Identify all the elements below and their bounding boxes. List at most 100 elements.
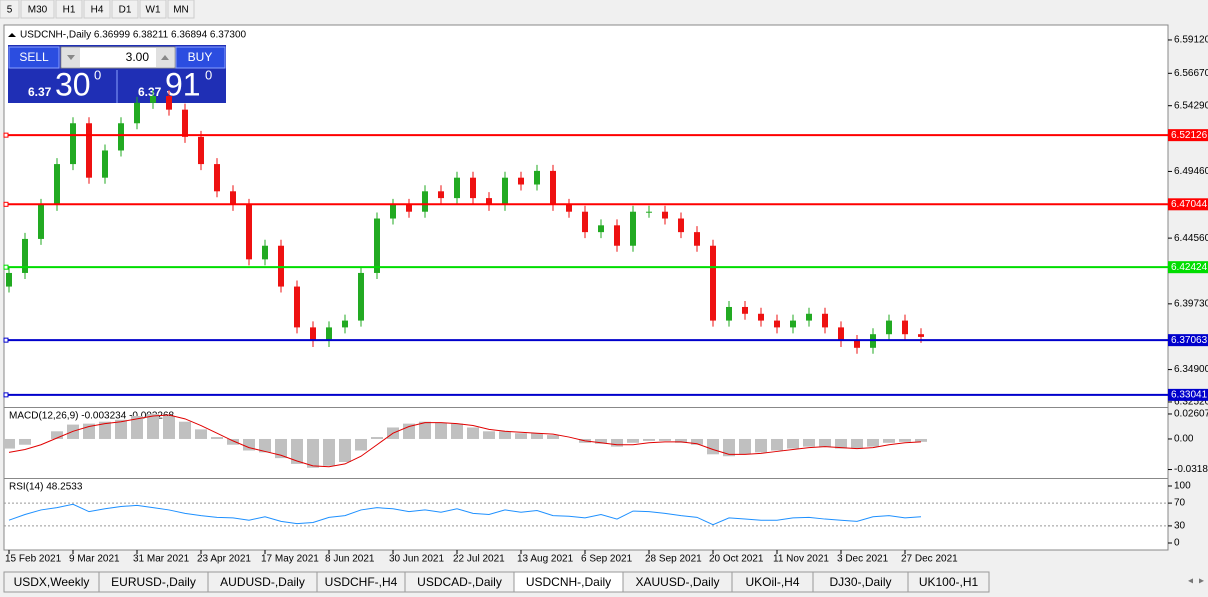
sell-label: SELL bbox=[19, 50, 49, 64]
level-label: 6.37063 bbox=[1171, 335, 1208, 346]
scroll-left[interactable]: ◂ bbox=[1188, 576, 1193, 587]
tab[interactable]: DJ30-,Daily bbox=[812, 571, 909, 593]
macd-bar bbox=[787, 438, 799, 449]
y-tick-label: 0.02607 bbox=[1174, 409, 1208, 420]
x-tick-label: 6 Sep 2021 bbox=[581, 554, 633, 565]
timeframe-label: W1 bbox=[146, 5, 161, 16]
candle-body bbox=[742, 306, 748, 314]
candle-body bbox=[38, 204, 44, 239]
macd-bar bbox=[611, 438, 623, 447]
level-handle bbox=[3, 264, 9, 270]
candle-body bbox=[310, 327, 316, 341]
timeframe-button[interactable] bbox=[20, 0, 55, 19]
buy-button[interactable] bbox=[175, 46, 226, 69]
y-tick-label: 6.59120 bbox=[1174, 35, 1208, 46]
level-tag bbox=[1168, 334, 1208, 347]
tab[interactable]: AUDUSD-,Daily bbox=[207, 571, 318, 593]
tab[interactable]: USDCHF-,H4 bbox=[316, 571, 406, 593]
y-tick-label: 6.39730 bbox=[1174, 298, 1208, 309]
candle-body bbox=[278, 245, 284, 287]
tab-label: USDCNH-,Daily bbox=[526, 575, 611, 589]
macd-bar bbox=[451, 423, 463, 439]
x-tick-label: 17 May 2021 bbox=[261, 554, 319, 565]
macd-bar bbox=[275, 438, 287, 459]
tab[interactable]: USDCAD-,Daily bbox=[404, 571, 515, 593]
candle-body bbox=[70, 123, 76, 165]
y-tick-label: 6.56670 bbox=[1174, 68, 1208, 79]
level-tag bbox=[1168, 388, 1208, 401]
x-tick-label: 15 Feb 2021 bbox=[5, 554, 62, 565]
candle-body bbox=[838, 327, 844, 341]
macd-signal bbox=[8, 414, 922, 468]
rsi-title: RSI(14) 48.2533 bbox=[9, 482, 83, 493]
sell-button[interactable] bbox=[8, 46, 60, 69]
timeframe-button[interactable] bbox=[83, 0, 111, 19]
timeframe-button[interactable] bbox=[55, 0, 83, 19]
macd-bar bbox=[19, 438, 31, 445]
tab-label: EURUSD-,Daily bbox=[111, 575, 196, 589]
macd-bar bbox=[371, 437, 383, 439]
candle-body bbox=[246, 204, 252, 260]
tab[interactable]: EURUSD-,Daily bbox=[98, 571, 209, 593]
tab[interactable]: UKOil-,H4 bbox=[731, 571, 814, 593]
macd-bar bbox=[627, 438, 639, 443]
candle-body bbox=[614, 225, 620, 246]
y-tick-label: 0.00 bbox=[1174, 434, 1194, 445]
collapse-icon[interactable] bbox=[8, 33, 16, 37]
lots-input[interactable] bbox=[60, 46, 176, 69]
timeframe-button[interactable] bbox=[167, 0, 195, 19]
x-tick-label: 20 Oct 2021 bbox=[709, 554, 764, 565]
timeframe-button[interactable] bbox=[0, 0, 20, 19]
macd-bar bbox=[547, 435, 559, 439]
candle-body bbox=[294, 286, 300, 328]
timeframe-button[interactable] bbox=[111, 0, 139, 19]
tab[interactable]: USDX,Weekly bbox=[3, 571, 100, 593]
candle-body bbox=[182, 109, 188, 137]
level-label: 6.42424 bbox=[1171, 262, 1208, 273]
tab-label: XAUUSD-,Daily bbox=[635, 575, 719, 589]
x-tick-label: 13 Aug 2021 bbox=[517, 554, 574, 565]
chart-frame bbox=[3, 24, 1169, 551]
buy-price-base: 6.37 bbox=[138, 85, 162, 99]
buy-price-sup: 0 bbox=[205, 67, 212, 82]
candle-body bbox=[902, 320, 908, 335]
candle-body bbox=[422, 191, 428, 212]
sell-price-big: 30 bbox=[55, 66, 91, 102]
y-tick-label: 6.32520 bbox=[1174, 397, 1208, 408]
buy-label: BUY bbox=[188, 50, 213, 64]
y-tick-label: 70 bbox=[1174, 498, 1186, 509]
timeframe-label: H4 bbox=[91, 5, 104, 16]
macd-bar bbox=[771, 438, 783, 451]
candle-body bbox=[566, 204, 572, 212]
scroll-right[interactable]: ▸ bbox=[1199, 576, 1204, 587]
x-tick-label: 11 Nov 2021 bbox=[773, 554, 829, 565]
macd-bar bbox=[499, 431, 511, 439]
macd-bar bbox=[419, 421, 431, 439]
level-tag bbox=[1168, 261, 1208, 274]
tab-label: USDCHF-,H4 bbox=[325, 575, 398, 589]
candle-body bbox=[806, 313, 812, 321]
timeframe-button[interactable] bbox=[139, 0, 167, 19]
level-tag bbox=[1168, 129, 1208, 142]
candle-body bbox=[134, 102, 140, 124]
candle-body bbox=[822, 313, 828, 328]
sell-price-sup: 0 bbox=[94, 67, 101, 82]
x-tick-label: 31 Mar 2021 bbox=[133, 554, 190, 565]
tab[interactable]: UK100-,H1 bbox=[907, 571, 990, 593]
arrow-icon bbox=[161, 55, 169, 60]
tab[interactable]: USDCNH-,Daily bbox=[513, 571, 624, 593]
macd-bar bbox=[211, 437, 223, 439]
macd-bar bbox=[51, 431, 63, 439]
candle-body bbox=[550, 170, 556, 205]
candle-body bbox=[54, 164, 60, 205]
macd-bar bbox=[291, 438, 303, 464]
candle-body bbox=[406, 204, 412, 212]
macd-bar bbox=[355, 438, 367, 451]
tab[interactable]: XAUUSD-,Daily bbox=[622, 571, 733, 593]
macd-bar bbox=[835, 438, 847, 449]
candle-body bbox=[918, 334, 924, 337]
macd-bar bbox=[851, 438, 863, 449]
x-tick-label: 28 Sep 2021 bbox=[645, 554, 702, 565]
level-label: 6.33041 bbox=[1171, 390, 1208, 401]
